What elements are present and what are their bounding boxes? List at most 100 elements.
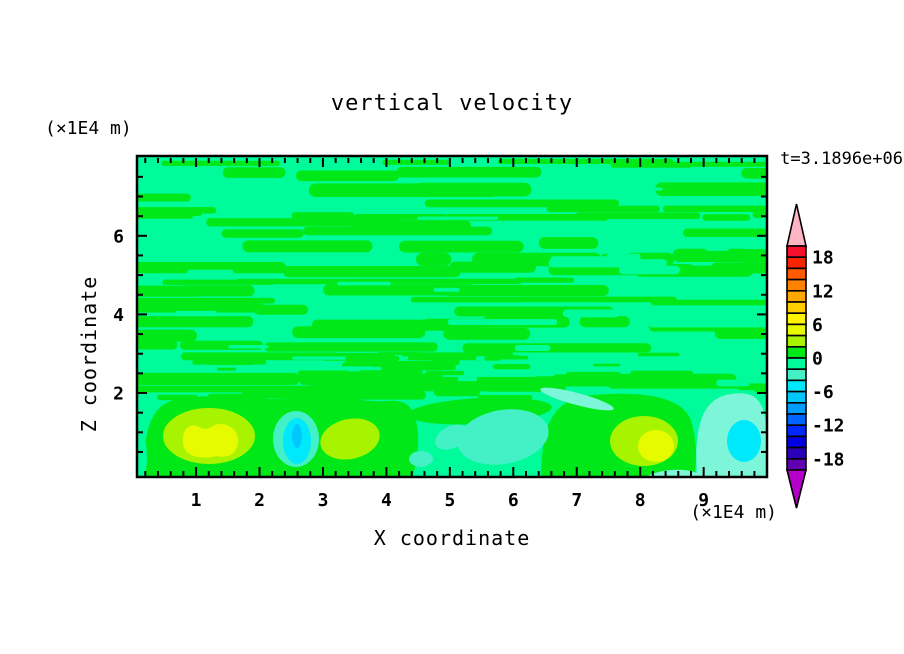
y-tick-label: 4 [113,305,124,326]
wave-streak-gap [278,366,382,372]
wave-streak [651,299,767,306]
wave-streak [323,284,477,296]
x-axis-unit: (×1E4 m) [690,502,777,523]
x-tick-label: 2 [254,490,265,511]
wave-streak [264,342,438,352]
bottom-cells [137,387,766,477]
wave-streak [137,297,275,304]
updraft-right-yellow-core [638,430,674,462]
colorbar-segment [786,267,807,281]
colorbar-under-arrow [785,469,808,509]
wave-streak-gap [213,255,246,261]
wave-streak [235,278,354,285]
wave-streak [222,167,286,178]
fine-speckle [486,355,529,360]
wave-streak [416,252,452,266]
colorbar-tick-label: 12 [812,281,834,302]
wave-streak-gap [742,291,767,296]
wave-streak [413,182,532,197]
wave-streak-gap [433,287,460,292]
y-tick-label: 2 [113,384,124,405]
wave-streak-gap [648,318,767,328]
colorbar-segment [786,446,807,460]
plot-field [137,157,767,477]
fine-speckle [217,367,237,371]
colorbar-tick-label: -6 [812,382,834,403]
wave-streak [714,327,767,339]
fine-speckle [226,377,247,384]
axis-ticks [138,158,766,476]
wave-streak-gap [187,269,234,275]
wave-streak-gap [417,216,499,220]
x-tick-label: 5 [444,490,455,511]
wave-streak [443,327,531,340]
wave-streak [424,199,619,208]
wave-streak-gap [562,309,620,318]
x-tick-label: 7 [571,490,582,511]
x-tick-label: 3 [318,490,329,511]
wave-streak [443,285,609,297]
fine-speckle [434,379,456,382]
updraft-left-yellow-core [182,423,239,458]
wave-streak-gap [447,319,558,325]
x-tick-label: 1 [191,490,202,511]
fine-speckle [369,363,420,367]
y-tick-labels: 2 4 6 [113,226,124,404]
wave-streak-gap [548,259,667,268]
wave-streak [351,278,522,285]
colorbar-segment [786,368,807,382]
wave-streak-gap [668,370,767,374]
fine-speckle [753,387,767,393]
wave-streak-gap [174,310,218,317]
wave-streak [137,316,254,328]
y-axis-label: Z coordinate [77,276,101,433]
wave-streak-gap [514,345,551,351]
wave-streak [514,277,575,283]
colorbar-segment [786,390,807,404]
colorbar-segment [786,401,807,415]
colorbar: 18 12 6 0 -6 -12 -18 [785,203,845,509]
wave-streak [519,296,677,303]
wave-streak [655,182,767,196]
wave-streak [752,211,767,218]
wave-streak [296,170,400,182]
fine-speckle [492,364,531,370]
wave-streak [662,205,767,212]
plot-border [135,154,769,479]
updraft-mid-chartreuse [320,418,380,460]
wave-streak [579,316,630,328]
wave-streak [221,229,304,238]
wave-streak [433,387,481,397]
wave-streak-gap [704,242,730,251]
colorbar-segment [786,424,807,438]
fine-speckle [378,352,423,355]
fine-speckle [486,385,551,392]
wave-streak [608,381,751,389]
colorbar-tick-label: 0 [812,349,823,370]
wave-streak [382,159,449,165]
downdraft-rightedge-cyan [727,420,761,462]
colorbar-tick-label: 6 [812,315,823,336]
aqua-patch-small-2 [409,451,433,467]
colorbar-segment [786,457,807,471]
x-tick-labels: 1 2 3 4 5 6 7 8 9 [191,490,709,511]
x-tick-label: 4 [381,490,392,511]
colorbar-tick-label: -18 [812,449,845,470]
wave-streak [741,168,767,179]
wave-streak [302,226,493,236]
fine-speckle [637,352,680,357]
fine-speckle [593,363,621,367]
wave-streak [137,302,265,313]
wave-streak [167,209,203,216]
colorbar-segment [786,245,807,258]
fine-speckle [314,391,367,397]
wave-streak-gap [617,362,734,369]
fine-speckle [221,359,267,365]
time-label: t=3.1896e+06 [780,149,903,169]
fine-speckle [241,388,275,395]
wave-streak [538,237,599,249]
fine-speckle [432,359,460,366]
wave-streak [659,161,767,167]
